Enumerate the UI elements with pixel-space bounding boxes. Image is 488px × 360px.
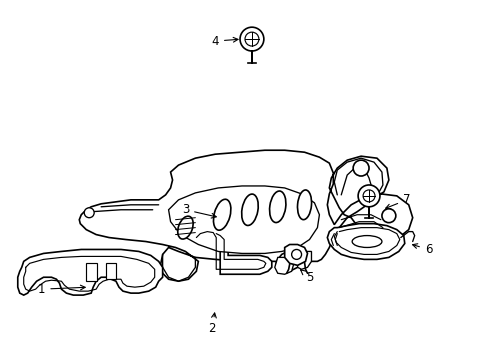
Text: 6: 6 <box>412 243 431 256</box>
Polygon shape <box>18 249 163 295</box>
Circle shape <box>381 209 395 223</box>
Polygon shape <box>326 224 404 260</box>
Circle shape <box>352 160 368 176</box>
Circle shape <box>362 190 374 202</box>
Polygon shape <box>106 264 116 279</box>
Ellipse shape <box>213 199 230 230</box>
Ellipse shape <box>297 190 311 220</box>
Text: 7: 7 <box>385 193 409 209</box>
Circle shape <box>291 249 301 260</box>
Polygon shape <box>274 257 293 274</box>
Text: 1: 1 <box>38 283 85 296</box>
Circle shape <box>357 185 379 207</box>
Text: 2: 2 <box>208 313 216 336</box>
Polygon shape <box>86 264 97 281</box>
Polygon shape <box>284 244 307 265</box>
Circle shape <box>240 27 264 51</box>
Ellipse shape <box>269 191 285 222</box>
Text: 3: 3 <box>182 203 216 218</box>
Circle shape <box>244 32 258 46</box>
Ellipse shape <box>178 216 193 239</box>
Text: 4: 4 <box>211 35 238 48</box>
Circle shape <box>84 208 94 218</box>
Polygon shape <box>190 226 271 274</box>
Ellipse shape <box>351 235 381 247</box>
Polygon shape <box>297 251 311 269</box>
Text: 5: 5 <box>300 270 312 284</box>
Ellipse shape <box>241 194 258 225</box>
Polygon shape <box>79 150 412 281</box>
Polygon shape <box>168 186 319 253</box>
